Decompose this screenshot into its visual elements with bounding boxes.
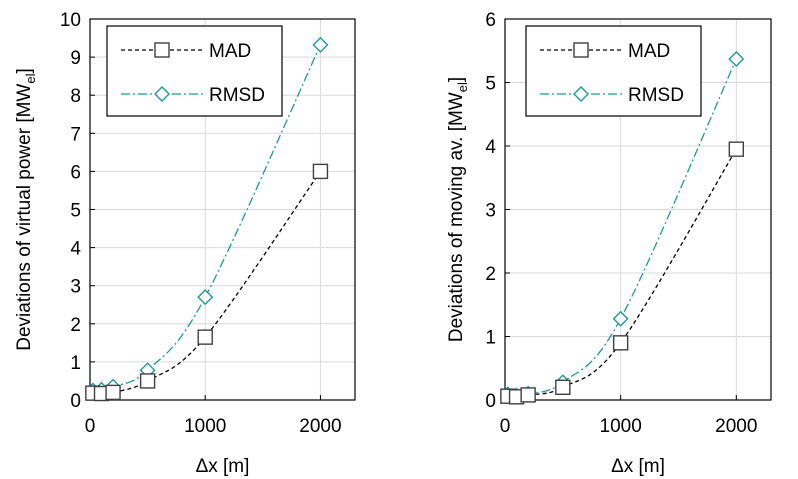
y-axis-label-subscript: el — [455, 82, 470, 92]
legend-marker-mad — [154, 42, 170, 58]
legend-label-rmsd: RMSD — [628, 85, 684, 106]
data-point-mad — [139, 373, 156, 389]
y-tick-label: 6 — [485, 10, 496, 31]
y-tick-label: 10 — [60, 10, 81, 31]
series-mad — [85, 163, 329, 402]
y-tick-label: 0 — [485, 391, 496, 412]
y-axis-label: Deviations of virtual power [MWel] — [14, 68, 38, 351]
y-axis-label-subscript: el — [23, 73, 38, 83]
x-axis-label: Δx [m] — [196, 456, 250, 477]
x-tick-label: 1000 — [600, 416, 642, 437]
y-tick-label: 4 — [70, 239, 81, 260]
data-point-mad — [555, 379, 571, 395]
data-point-mad — [197, 329, 213, 345]
x-axis-label: Δx [m] — [611, 456, 665, 477]
y-tick-label: 4 — [485, 137, 496, 158]
y-tick-label: 7 — [70, 124, 81, 145]
y-tick-label: 1 — [70, 353, 81, 374]
data-point-mad — [312, 163, 329, 180]
legend-label-rmsd: RMSD — [209, 85, 265, 106]
legend-marker-rmsd — [154, 86, 170, 102]
chart-1: 0 1 2 3 4 5 6 7 8 9 10 0 1000 2000 Δx [m] Deviations of… — [14, 10, 356, 477]
series-line-mad — [92, 171, 321, 395]
legend-label-mad: MAD — [628, 41, 670, 62]
legend-label-mad: MAD — [209, 41, 251, 62]
x-tick-label: 0 — [85, 416, 96, 437]
series-mad — [500, 141, 745, 405]
data-point-mad — [520, 387, 536, 403]
y-tick-label: 1 — [485, 328, 496, 349]
legend-box — [525, 25, 702, 117]
data-point-rmsd — [612, 310, 629, 327]
y-tick-label: 3 — [485, 201, 496, 222]
y-tick-label: 2 — [485, 264, 496, 285]
y-tick-label: 5 — [70, 201, 81, 222]
legend: MAD RMSD — [525, 25, 702, 117]
data-point-mad — [728, 141, 745, 157]
y-axis-label: Deviations of moving av. [MWel] — [446, 77, 470, 342]
legend-box — [106, 25, 283, 117]
y-tick-label: 2 — [70, 315, 81, 336]
data-point-rmsd — [197, 289, 214, 306]
x-tick-label: 1000 — [184, 416, 226, 437]
data-point-rmsd — [728, 51, 745, 67]
legend: MAD RMSD — [106, 25, 283, 117]
y-tick-label: 6 — [70, 162, 81, 183]
data-point-rmsd — [312, 36, 329, 53]
y-tick-label: 0 — [70, 391, 81, 412]
chart-2: 0 1 2 3 4 5 6 0 1000 2000 Δx [m] Deviations of movi… — [446, 10, 772, 477]
y-tick-label: 5 — [485, 74, 496, 95]
legend-marker-rmsd — [573, 86, 589, 102]
data-point-mad — [612, 335, 629, 351]
y-tick-label: 3 — [70, 277, 81, 298]
data-point-mad — [105, 384, 121, 401]
y-tick-label: 9 — [70, 48, 81, 69]
x-tick-label: 2000 — [715, 416, 757, 437]
y-tick-label: 8 — [70, 86, 81, 107]
legend-marker-mad — [573, 42, 589, 58]
x-tick-label: 0 — [500, 416, 511, 437]
x-tick-label: 2000 — [299, 416, 341, 437]
